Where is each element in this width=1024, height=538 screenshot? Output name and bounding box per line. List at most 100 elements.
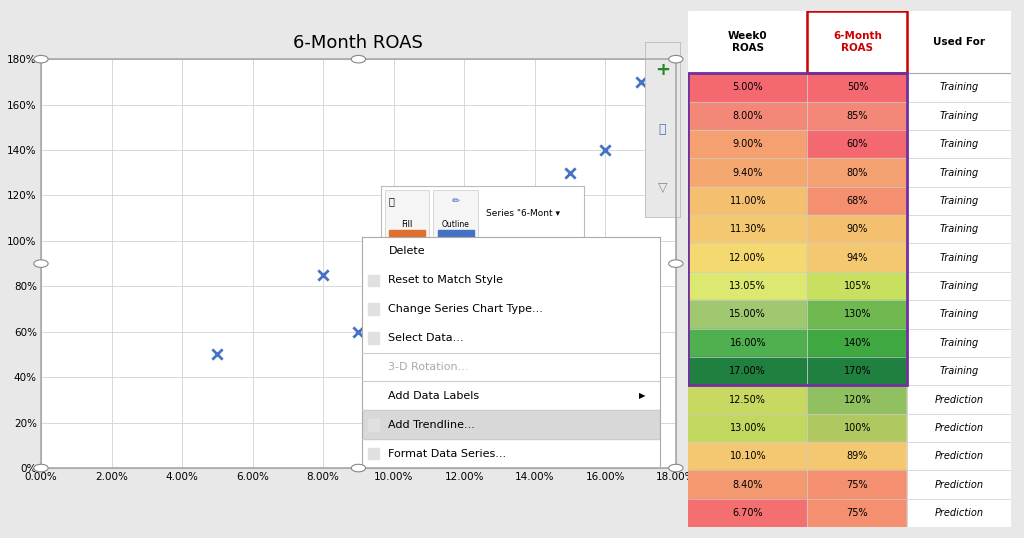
Bar bbox=[688, 73, 907, 385]
Text: 11.00%: 11.00% bbox=[729, 196, 766, 206]
Bar bbox=[907, 499, 1011, 527]
Point bbox=[350, 328, 367, 336]
Text: Training: Training bbox=[939, 338, 979, 348]
Bar bbox=[688, 187, 808, 215]
Bar bbox=[907, 329, 1011, 357]
FancyBboxPatch shape bbox=[385, 190, 429, 237]
Bar bbox=[808, 300, 907, 329]
Text: Training: Training bbox=[939, 366, 979, 376]
Text: 8.40%: 8.40% bbox=[732, 480, 763, 490]
Text: Used For: Used For bbox=[933, 37, 985, 47]
Point bbox=[562, 168, 579, 177]
Bar bbox=[688, 73, 808, 102]
Text: ✏: ✏ bbox=[452, 196, 460, 206]
Bar bbox=[808, 385, 907, 414]
Bar bbox=[907, 357, 1011, 385]
Bar bbox=[688, 471, 808, 499]
Bar bbox=[808, 272, 907, 300]
Text: Week0
ROAS: Week0 ROAS bbox=[728, 31, 768, 53]
Text: 13.00%: 13.00% bbox=[729, 423, 766, 433]
Bar bbox=[907, 215, 1011, 244]
Text: 130%: 130% bbox=[844, 309, 871, 320]
Bar bbox=[808, 357, 907, 385]
Point bbox=[365, 282, 381, 291]
Bar bbox=[437, 230, 474, 237]
Text: 5.00%: 5.00% bbox=[732, 82, 763, 93]
Text: Training: Training bbox=[939, 281, 979, 291]
Bar bbox=[907, 187, 1011, 215]
Text: 85%: 85% bbox=[847, 111, 868, 121]
Bar bbox=[361, 410, 659, 439]
Point bbox=[494, 225, 510, 234]
Bar bbox=[688, 11, 1011, 73]
Text: Prediction: Prediction bbox=[935, 423, 984, 433]
Text: 89%: 89% bbox=[847, 451, 868, 461]
Text: 50%: 50% bbox=[847, 82, 868, 93]
Bar bbox=[808, 215, 907, 244]
Bar bbox=[907, 414, 1011, 442]
Bar bbox=[808, 187, 907, 215]
Text: 9.40%: 9.40% bbox=[732, 167, 763, 178]
Text: Training: Training bbox=[939, 253, 979, 263]
Text: 10.10%: 10.10% bbox=[729, 451, 766, 461]
Text: 3-D Rotation...: 3-D Rotation... bbox=[388, 362, 469, 372]
Bar bbox=[368, 448, 380, 459]
Bar bbox=[907, 272, 1011, 300]
Text: 60%: 60% bbox=[847, 139, 868, 149]
Bar bbox=[907, 300, 1011, 329]
Text: 8.00%: 8.00% bbox=[732, 111, 763, 121]
Text: Training: Training bbox=[939, 196, 979, 206]
Bar bbox=[808, 158, 907, 187]
Bar bbox=[688, 158, 808, 187]
Bar bbox=[907, 130, 1011, 158]
Text: Select Data...: Select Data... bbox=[388, 333, 464, 343]
Bar bbox=[808, 414, 907, 442]
Text: 6.70%: 6.70% bbox=[732, 508, 763, 518]
Text: Training: Training bbox=[939, 224, 979, 234]
Title: 6-Month ROAS: 6-Month ROAS bbox=[294, 34, 423, 52]
Text: Reset to Match Style: Reset to Match Style bbox=[388, 275, 504, 285]
FancyBboxPatch shape bbox=[433, 190, 478, 237]
Point bbox=[597, 146, 613, 154]
Bar bbox=[907, 73, 1011, 102]
Text: ▽: ▽ bbox=[657, 181, 668, 194]
Text: Fill: Fill bbox=[401, 220, 413, 229]
Point bbox=[209, 350, 225, 359]
Text: Add Trendline...: Add Trendline... bbox=[388, 420, 475, 430]
Text: Series "6-Mont ▾: Series "6-Mont ▾ bbox=[486, 209, 560, 218]
Bar bbox=[368, 332, 380, 344]
Bar bbox=[688, 244, 808, 272]
Text: Training: Training bbox=[939, 167, 979, 178]
Text: Training: Training bbox=[939, 139, 979, 149]
Bar bbox=[688, 272, 808, 300]
Text: 94%: 94% bbox=[847, 253, 868, 263]
Text: 90%: 90% bbox=[847, 224, 868, 234]
Text: 12.50%: 12.50% bbox=[729, 394, 766, 405]
Bar bbox=[808, 442, 907, 471]
Text: 🖌: 🖌 bbox=[658, 123, 667, 136]
Bar bbox=[368, 303, 380, 315]
Bar bbox=[808, 499, 907, 527]
Text: 80%: 80% bbox=[847, 167, 868, 178]
Bar bbox=[808, 329, 907, 357]
Text: Training: Training bbox=[939, 82, 979, 93]
Text: 17.00%: 17.00% bbox=[729, 366, 766, 376]
Point bbox=[315, 271, 332, 279]
Point bbox=[633, 77, 649, 86]
Text: Prediction: Prediction bbox=[935, 451, 984, 461]
Text: Delete: Delete bbox=[388, 246, 425, 257]
Text: 15.00%: 15.00% bbox=[729, 309, 766, 320]
Bar bbox=[688, 357, 808, 385]
Bar bbox=[688, 300, 808, 329]
Text: Training: Training bbox=[939, 111, 979, 121]
Point bbox=[456, 250, 472, 259]
Bar bbox=[907, 158, 1011, 187]
Bar bbox=[688, 130, 808, 158]
Bar bbox=[688, 442, 808, 471]
Text: Outline: Outline bbox=[441, 220, 470, 229]
Text: 105%: 105% bbox=[844, 281, 871, 291]
Bar bbox=[907, 385, 1011, 414]
Bar bbox=[368, 274, 380, 286]
Text: 13.05%: 13.05% bbox=[729, 281, 766, 291]
Text: Training: Training bbox=[939, 309, 979, 320]
